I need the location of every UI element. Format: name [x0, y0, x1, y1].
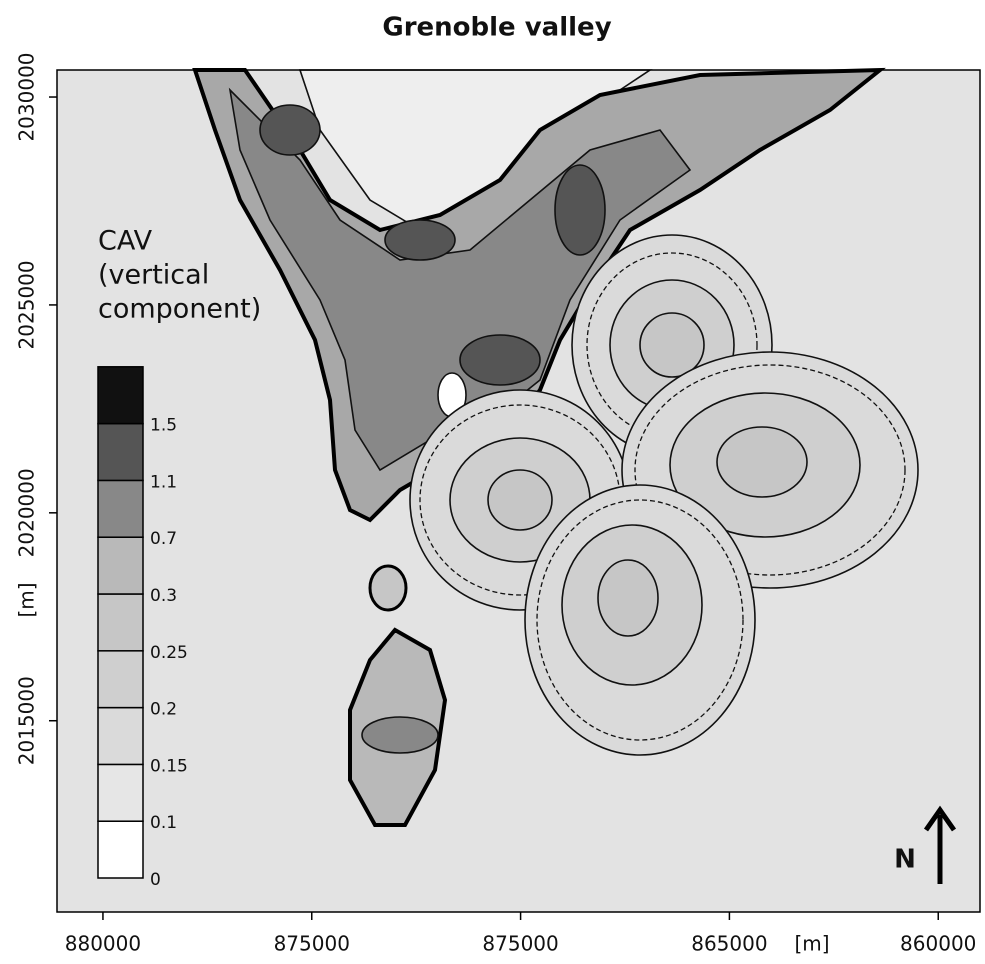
y-tick-label: 2030000: [15, 52, 39, 141]
legend-label: 0.2: [150, 700, 177, 720]
contour-region: [554, 164, 606, 256]
legend-swatch: [97, 593, 144, 652]
legend-swatch: [97, 763, 144, 822]
legend-label: 1.1: [150, 472, 177, 492]
legend-swatch: [97, 366, 144, 425]
legend-title: CAV: [98, 226, 153, 257]
legend-swatch: [97, 422, 144, 482]
map-title: Grenoble valley: [382, 13, 611, 43]
north-arrow: [923, 805, 957, 884]
contour-region: [368, 564, 408, 612]
legend-label: 0.7: [150, 529, 177, 549]
contour-region: [384, 219, 456, 261]
plot-frame: [56, 69, 981, 913]
x-tick-label: 875000: [482, 932, 558, 956]
north-label: N: [894, 845, 916, 875]
legend-label: 0.25: [150, 643, 188, 663]
legend-title: component): [98, 294, 261, 325]
contour-lobes: [409, 234, 919, 756]
legend-swatch: [97, 479, 144, 538]
y-axis-label: [m]: [15, 582, 39, 617]
x-tick-label: 865000: [691, 932, 767, 956]
x-tick-label: 860000: [900, 932, 976, 956]
contour-region: [259, 104, 321, 156]
contour-region: [459, 334, 541, 386]
legend-swatch: [97, 820, 144, 879]
legend-label: 0.3: [150, 586, 177, 606]
legend-label: 0.15: [150, 756, 188, 776]
x-axis-label: [m]: [794, 932, 829, 956]
x-tick-label: 875000: [274, 932, 350, 956]
legend-label: 1.5: [150, 416, 177, 436]
x-tick-label: 880000: [65, 932, 141, 956]
legend-swatch: [97, 536, 144, 595]
y-tick-label: 2015000: [15, 676, 39, 765]
y-tick-label: 2020000: [15, 468, 39, 557]
legend-swatch: [97, 706, 144, 766]
legend-label: 0.1: [150, 813, 177, 833]
legend-title: (vertical: [98, 260, 209, 291]
y-tick-label: 2025000: [15, 260, 39, 349]
legend-label: 0: [150, 870, 161, 890]
contour-region: [361, 716, 439, 754]
legend-swatch: [97, 650, 144, 709]
map-area: [56, 67, 981, 913]
